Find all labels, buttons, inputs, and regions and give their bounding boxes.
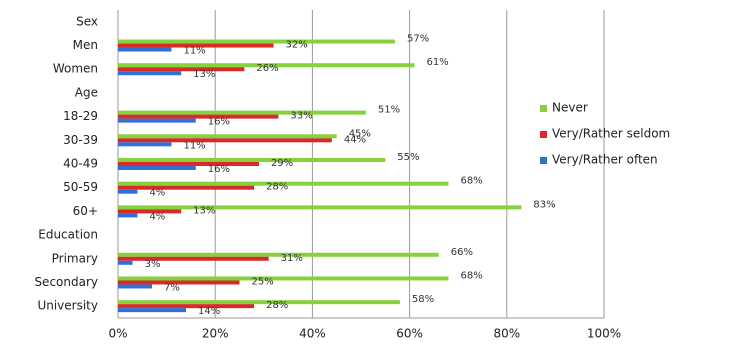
- value-label: 66%: [451, 247, 473, 258]
- x-tick-label: 40%: [299, 327, 326, 341]
- value-label: 58%: [412, 294, 434, 305]
- value-label: 68%: [460, 270, 482, 281]
- bar: [118, 47, 172, 52]
- bar: [118, 158, 386, 162]
- y-tick-label: 50-59: [63, 180, 98, 194]
- y-tick-label: 18-29: [63, 109, 98, 123]
- legend-swatch: [540, 131, 547, 138]
- bar: [118, 213, 138, 218]
- x-tick-label: 20%: [202, 327, 229, 341]
- value-label: 51%: [378, 105, 400, 116]
- value-label: 83%: [533, 199, 555, 210]
- bar: [118, 134, 337, 139]
- bar: [118, 162, 259, 166]
- value-label: 3%: [145, 259, 161, 270]
- bar: [118, 110, 366, 115]
- value-label: 13%: [193, 69, 215, 80]
- bar: [118, 63, 415, 68]
- value-label: 13%: [193, 205, 215, 216]
- bar: [118, 71, 182, 76]
- bar: [118, 252, 439, 257]
- bar: [118, 43, 274, 48]
- bar: [118, 300, 400, 305]
- x-tick-label: 100%: [587, 327, 621, 341]
- y-tick-label: Sex: [76, 14, 98, 28]
- value-label: 57%: [407, 34, 429, 45]
- value-label: 11%: [183, 46, 205, 57]
- value-label: 26%: [256, 63, 278, 74]
- bar: [118, 256, 269, 261]
- bar: [118, 166, 196, 170]
- x-tick-label: 80%: [493, 327, 520, 341]
- bar: [118, 114, 279, 119]
- bar: [118, 181, 449, 186]
- bar: [118, 39, 396, 44]
- value-label: 4%: [149, 211, 165, 222]
- y-tick-label: 60+: [73, 204, 98, 218]
- value-label: 33%: [290, 111, 312, 122]
- y-tick-label: 40-49: [63, 157, 98, 171]
- bar: [118, 280, 240, 285]
- y-tick-label: Education: [38, 228, 98, 242]
- value-label: 68%: [460, 176, 482, 187]
- bar: [118, 138, 332, 143]
- bar: [118, 276, 449, 281]
- value-label: 16%: [208, 117, 230, 128]
- y-tick-label: Women: [53, 62, 98, 76]
- value-label: 28%: [266, 182, 288, 193]
- bar: [118, 304, 255, 309]
- x-tick-label: 60%: [396, 327, 423, 341]
- bar: [118, 209, 182, 214]
- value-label: 4%: [149, 188, 165, 199]
- x-tick-label: 0%: [108, 327, 127, 341]
- value-label: 7%: [164, 282, 180, 293]
- legend-swatch: [540, 157, 547, 164]
- value-label: 61%: [426, 57, 448, 68]
- legend-label: Very/Rather seldom: [552, 127, 670, 141]
- y-tick-label: Primary: [52, 251, 98, 265]
- bar: [118, 185, 255, 190]
- legend-label: Very/Rather often: [552, 153, 658, 167]
- bar: [118, 189, 138, 194]
- bar: [118, 67, 245, 72]
- value-label: 55%: [397, 152, 419, 163]
- y-tick-label: 30-39: [63, 133, 98, 147]
- legend-swatch: [540, 105, 547, 112]
- value-label: 29%: [271, 158, 293, 169]
- bar: [118, 308, 187, 313]
- y-tick-label: Men: [73, 38, 98, 52]
- value-label: 28%: [266, 300, 288, 311]
- bar: [118, 205, 522, 210]
- y-tick-label: Age: [75, 85, 98, 99]
- bar: [118, 284, 153, 289]
- value-label: 45%: [349, 128, 371, 139]
- y-tick-label: Secondary: [34, 275, 98, 289]
- bar: [118, 260, 133, 265]
- bar: [118, 118, 196, 123]
- value-label: 25%: [252, 276, 274, 287]
- value-label: 44%: [344, 134, 366, 145]
- y-tick-label: University: [37, 299, 98, 313]
- value-label: 32%: [286, 40, 308, 51]
- value-label: 14%: [198, 306, 220, 317]
- value-label: 31%: [281, 253, 303, 264]
- bar: [118, 142, 172, 147]
- value-label: 16%: [208, 164, 230, 175]
- legend-label: Never: [552, 101, 588, 115]
- value-label: 11%: [183, 140, 205, 151]
